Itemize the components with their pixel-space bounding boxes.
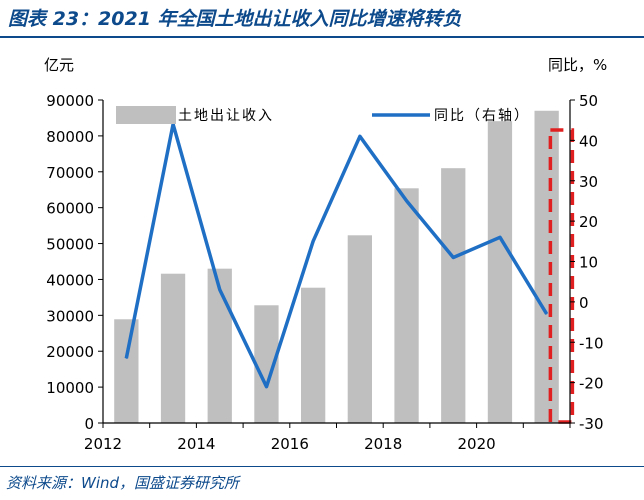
left-tick-label: 80000 [46, 128, 94, 146]
yoy-point-2021 [546, 313, 548, 315]
figure-title: 图表 23：2021 年全国土地出让收入同比增速将转负 [8, 8, 462, 30]
yoy-point-2012 [125, 357, 127, 359]
chart: 亿元 同比，% 0 10000 20000 30000 40000 50000 60000 7… [44, 56, 607, 453]
right-tick-label: 20 [579, 213, 598, 231]
right-tick-label: -10 [579, 334, 604, 352]
bar-2016 [301, 287, 326, 423]
left-tick-label: 50000 [46, 236, 94, 254]
red-dashed-highlight-box [548, 128, 575, 424]
left-tick-label: 20000 [46, 343, 94, 361]
yoy-point-2016 [312, 240, 314, 242]
left-tick-label: 0 [84, 415, 94, 433]
title-rule [0, 36, 644, 38]
legend-label-line: 同比（右轴） [434, 108, 530, 124]
yoy-point-2020 [499, 236, 501, 238]
x-tick-label: 2020 [458, 435, 496, 453]
yoy-point-2015 [265, 386, 267, 388]
x-tick-label: 2012 [84, 435, 122, 453]
yoy-line [124, 122, 549, 389]
yoy-point-2019 [452, 256, 454, 258]
x-tick-label: 2014 [177, 435, 215, 453]
x-tick-label: 2016 [271, 435, 309, 453]
left-axis-unit-label: 亿元 [44, 56, 74, 74]
yoy-point-2014 [219, 289, 221, 291]
line-layer [124, 122, 549, 389]
left-tick-label: 30000 [46, 307, 94, 325]
legend-swatch-bar [116, 106, 176, 124]
left-tick-label: 10000 [46, 379, 94, 397]
source-note: 资料来源：Wind，国盛证券研究所 [6, 474, 240, 492]
right-tick-label: 40 [579, 132, 598, 150]
right-tick-label: 10 [579, 254, 598, 272]
legend: 土地出让收入 同比（右轴） [116, 106, 530, 124]
yoy-point-2018 [406, 200, 408, 202]
bar-2013 [160, 273, 186, 423]
right-tick-label: 0 [579, 294, 589, 312]
right-tick-label: -30 [579, 415, 604, 433]
right-tick-label: 30 [579, 173, 598, 191]
yoy-point-2017 [359, 135, 361, 137]
bar-2012 [114, 319, 139, 423]
left-tick-label: 90000 [46, 92, 94, 110]
right-tick-label: 50 [579, 92, 598, 110]
bar-layer [114, 110, 559, 424]
left-tick-label: 70000 [46, 164, 94, 182]
left-tick-label: 40000 [46, 271, 94, 289]
bar-2020 [487, 121, 513, 424]
bar-2019 [441, 168, 466, 423]
left-tick-label: 60000 [46, 200, 94, 218]
right-axis-unit-label: 同比，% [548, 56, 607, 74]
bar-2018 [394, 188, 419, 423]
right-tick-label: -20 [579, 375, 604, 393]
bar-2017 [347, 235, 372, 423]
annotation-layer [548, 128, 575, 424]
bar-2014 [207, 268, 232, 423]
axes-layer: 0 10000 20000 30000 40000 50000 60000 70000 8000… [46, 92, 603, 453]
legend-label-bar: 土地出让收入 [178, 108, 274, 124]
source-rule [0, 466, 644, 467]
bar-2021 [534, 110, 559, 424]
x-tick-label: 2018 [364, 435, 402, 453]
